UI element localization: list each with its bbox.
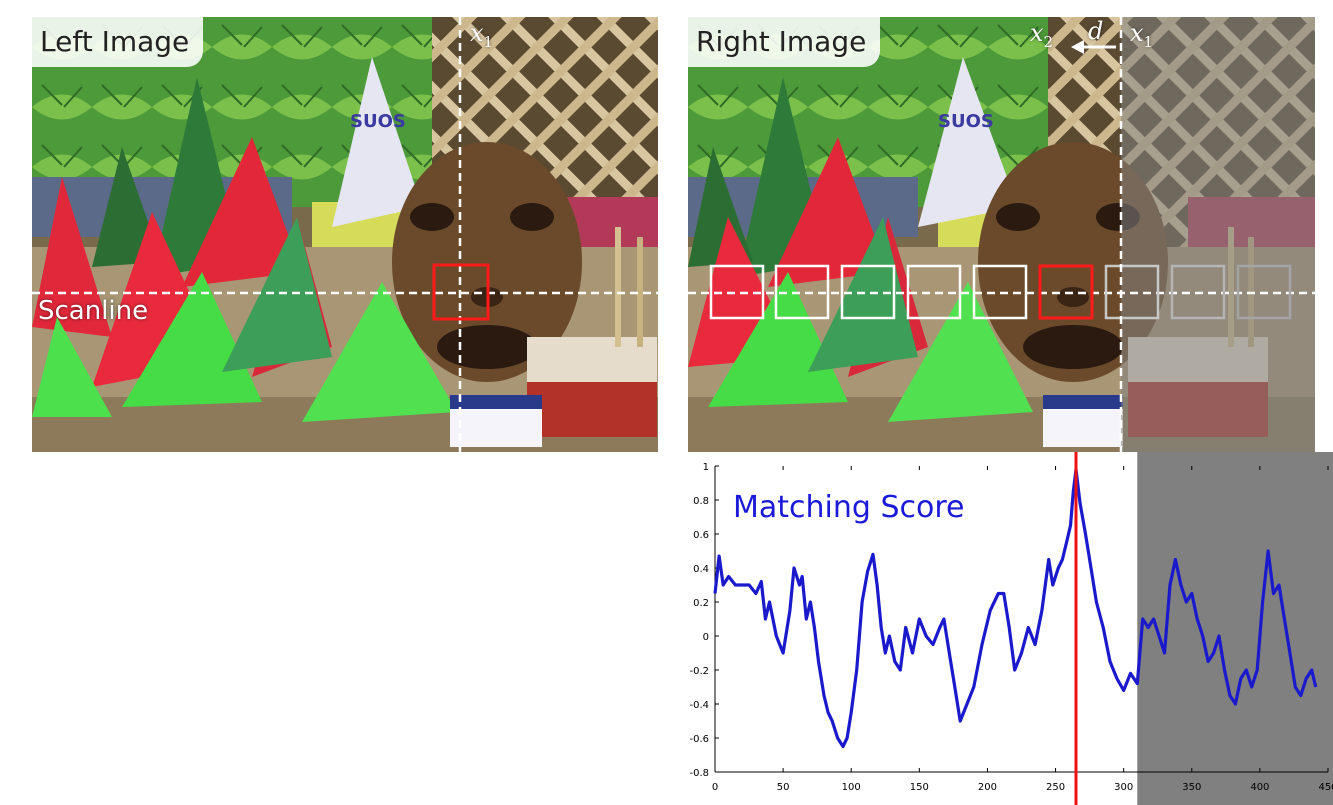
candidate-window: [774, 264, 830, 320]
candidate-window: [1170, 264, 1226, 320]
matching-score-line: [713, 467, 1318, 749]
svg-text:SUOS: SUOS: [350, 111, 406, 132]
candidate-windows: [709, 264, 1292, 320]
x-tick-label: 350: [1182, 782, 1201, 793]
right-scene-image: SUOS: [688, 17, 1315, 452]
x-tick-label: 100: [842, 782, 861, 793]
y-tick-label: -0.4: [689, 700, 709, 711]
y-tick-label: 0.8: [693, 496, 709, 507]
x-tick-label: 200: [978, 782, 997, 793]
y-tick-label: -0.2: [689, 666, 709, 677]
x-tick-label: 0: [712, 782, 718, 793]
scanline-label: Scanline: [38, 296, 149, 326]
y-tick-label: 0.2: [693, 598, 709, 609]
x-tick-label: 300: [1114, 782, 1133, 793]
chart-title: Matching Score: [733, 490, 965, 525]
x-tick-label: 250: [1046, 782, 1065, 793]
y-tick-label: -0.8: [689, 768, 709, 779]
right-image-panel: SUOS: [688, 17, 1315, 452]
chart-axes: [714, 466, 1328, 773]
left-x1-label: x1: [470, 19, 494, 51]
y-tick-label: 1: [703, 462, 709, 473]
candidate-window: [709, 264, 765, 320]
x-tick-label: 150: [910, 782, 929, 793]
x-tick-label: 400: [1250, 782, 1269, 793]
right-x2-label: x2: [1030, 19, 1054, 51]
y-tick-label: 0.4: [693, 564, 709, 575]
candidate-window: [840, 264, 896, 320]
excluded-region: [1121, 17, 1315, 452]
y-tick-label: 0: [703, 632, 709, 643]
svg-text:SUOS: SUOS: [938, 111, 994, 132]
shaded-region: [1137, 452, 1333, 805]
right-x1-label: x1: [1130, 19, 1154, 51]
left-image-title: Left Image: [32, 17, 204, 67]
candidate-window: [906, 264, 962, 320]
disparity-label: d: [1088, 17, 1104, 45]
matching-score-chart: 0 50 100 150 200 250 300 350 400 450 1 0.8 0.6 0.4 0.2…: [689, 452, 1333, 805]
candidate-window: [972, 264, 1028, 320]
candidate-window: [1236, 264, 1292, 320]
x-tick-label: 450: [1318, 782, 1333, 793]
right-image-title: Right Image: [688, 17, 881, 67]
reference-window: [432, 263, 490, 321]
best-match-window: [1038, 264, 1094, 320]
candidate-window: [1104, 264, 1160, 320]
left-scene-image: SUOS: [32, 17, 658, 452]
x-tick-label: 50: [777, 782, 790, 793]
y-tick-label: -0.6: [689, 734, 709, 745]
chart-ticks: 0 50 100 150 200 250 300 350 400 450 1 0.8 0.6 0.4 0.2…: [689, 462, 1333, 793]
left-image-panel: SUOS Left Image Scanlin: [32, 17, 658, 452]
y-tick-label: 0.6: [693, 530, 709, 541]
